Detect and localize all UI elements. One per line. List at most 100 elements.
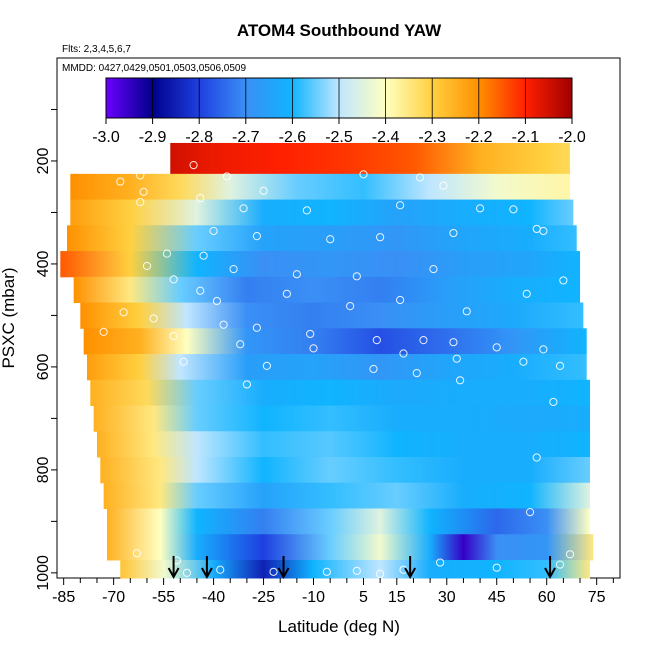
observation-point — [169, 331, 178, 341]
observation-point — [455, 376, 465, 385]
colorbar-tick-label: -2.5 — [325, 129, 353, 146]
colorbar-tick-label: -2.6 — [279, 129, 307, 146]
observation-point — [216, 565, 225, 574]
observation-point — [156, 162, 165, 171]
observation-point — [522, 289, 531, 298]
observation-point — [236, 340, 245, 349]
observation-point — [525, 507, 535, 517]
x-tick-label: -85 — [52, 589, 75, 606]
x-tick-label: -70 — [102, 589, 125, 606]
flight-arrow — [167, 556, 180, 580]
chart-title: ATOM4 Southbound YAW — [237, 21, 442, 40]
observation-point — [292, 270, 301, 279]
observation-point — [196, 286, 205, 295]
observation-point — [352, 566, 361, 575]
observation-point — [519, 357, 528, 366]
observation-point — [212, 296, 222, 306]
observation-point — [179, 357, 188, 366]
heatmap-band — [106, 508, 591, 535]
observation-point — [449, 338, 458, 347]
x-tick-label: 75 — [588, 589, 606, 606]
y-axis: 200 400 600 800 1000 — [35, 108, 57, 591]
observation-point — [136, 171, 145, 180]
colorbar: -3.0 -2.9 -2.8 -2.7 -2.6 -2.5 -2.4 -2.3 -2.2 -2.1… — [92, 77, 586, 146]
observation-point — [142, 261, 152, 271]
flights-note: Flts: 2,3,4,5,6,7 — [62, 44, 131, 55]
observation-point — [269, 567, 278, 576]
observation-point — [119, 308, 128, 317]
colorbar-tick-label: -3.0 — [92, 129, 120, 146]
heatmap-band — [70, 173, 571, 201]
heatmap-band — [106, 534, 594, 561]
observation-point — [189, 160, 198, 170]
heatmap-band — [120, 559, 591, 579]
observation-point — [376, 233, 385, 242]
observation-point — [429, 264, 438, 274]
x-tick-label: -55 — [152, 589, 175, 606]
observation-point — [492, 563, 501, 572]
heatmap-band — [103, 482, 591, 509]
flight-arrows — [167, 556, 556, 580]
observation-point — [555, 560, 565, 569]
observation-point — [209, 226, 218, 236]
observation-point — [139, 187, 148, 196]
x-axis: -85 -70 -55 -40 -25 -10 5 15 30 45 60 75 — [52, 578, 614, 606]
observation-point — [559, 276, 568, 285]
y-tick-label: 200 — [35, 148, 52, 175]
y-tick-label: 800 — [35, 456, 52, 483]
observation-point — [475, 204, 485, 213]
observation-point — [262, 361, 271, 370]
colorbar-tick-label: -2.9 — [139, 129, 167, 146]
observation-point — [549, 397, 558, 407]
observation-point — [359, 170, 368, 179]
observation-point — [369, 364, 378, 374]
observation-point — [132, 549, 142, 558]
observation-point — [306, 329, 315, 339]
observation-point — [396, 201, 405, 210]
observation-points — [99, 160, 575, 578]
colorbar-tick-label: -2.8 — [185, 129, 213, 146]
observation-point — [219, 320, 228, 329]
flight-arrow — [404, 556, 416, 580]
x-tick-label: -10 — [302, 589, 325, 606]
observation-point — [532, 453, 541, 462]
observation-point — [162, 249, 172, 258]
observation-point — [376, 569, 385, 578]
x-axis-label: Latitude (deg N) — [278, 617, 400, 636]
observation-point — [136, 198, 145, 207]
observation-point — [302, 206, 311, 215]
observation-point — [322, 567, 331, 576]
heatmap-band — [170, 142, 571, 175]
observation-point — [199, 251, 208, 260]
colorbar-tick-label: -2.1 — [512, 129, 540, 146]
observation-point — [416, 173, 425, 182]
y-tick-label: 1000 — [35, 555, 52, 591]
heatmap-band — [70, 199, 574, 226]
observation-point — [252, 323, 261, 332]
observation-point — [352, 272, 361, 281]
observation-point — [419, 336, 428, 345]
colorbar-tick-label: -2.3 — [418, 129, 446, 146]
heatmap-band — [66, 225, 577, 252]
heatmap-band — [60, 251, 581, 278]
flight-arrow — [544, 556, 556, 580]
observation-point — [116, 177, 125, 186]
colorbar-tick-label: -2.4 — [372, 129, 400, 146]
flight-arrow — [277, 556, 290, 580]
observation-point — [149, 314, 158, 323]
observation-point — [452, 354, 461, 363]
colorbar-ticks: -3.0 -2.9 -2.8 -2.7 -2.6 -2.5 -2.4 -2.3 -2.2 -2.1… — [92, 78, 586, 146]
observation-point — [509, 205, 518, 214]
observation-point — [399, 349, 408, 358]
heatmap-band — [93, 405, 591, 432]
observation-point — [326, 235, 335, 244]
observation-point — [196, 193, 205, 203]
y-axis-label: PSXC (mbar) — [0, 267, 18, 368]
observation-point — [539, 226, 548, 236]
observation-point — [222, 172, 231, 181]
observation-point — [492, 343, 501, 352]
observation-point — [229, 264, 238, 274]
observation-point — [182, 568, 192, 577]
colorbar-tick-label: -2.7 — [232, 129, 260, 146]
